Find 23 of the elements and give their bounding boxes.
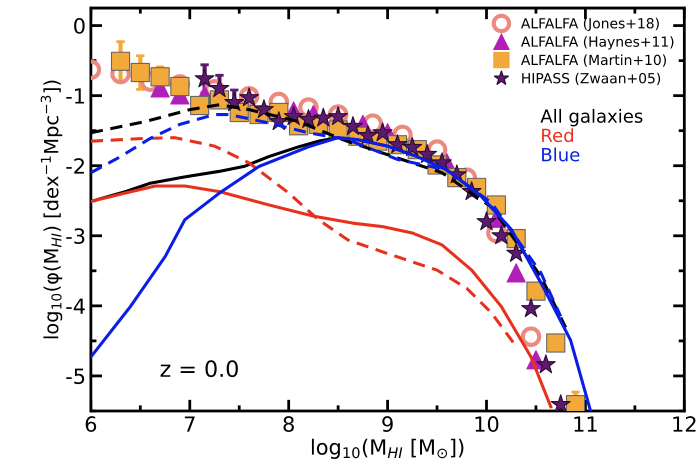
y-tick-label: -1 [66,88,84,104]
y-tick-label: -5 [66,368,84,384]
text: Red [542,128,573,142]
x-tick-label: 11 [574,416,597,432]
legend-label: ALFALFA (Martin+10) [520,54,666,67]
annotation: z = 0.0 [160,360,238,378]
x-tick-label: 10 [476,416,498,432]
y-tick-label: -3 [66,228,84,244]
x-tick-label: 8 [283,416,294,432]
x-axis-title: log$_{10}$(M$_{HI}$ [M$_{⊙}$]) [312,438,464,459]
legend-label: HIPASS (Zwaan+05) [522,72,660,86]
text: All galaxies [540,108,642,126]
x-tick-label: 6 [86,416,96,432]
y-tick-label: -2 [66,158,84,174]
legend-label: ALFALFA (Jones+18) [520,18,659,32]
x-tick-label: 12 [673,416,696,432]
y-tick-label: 0 [74,18,85,34]
text: log$_{10}$(φ(M$_{HI}$) [dex$^{−1}$Mpc$^{−3}$]) [40,80,62,338]
x-tick-label: 7 [184,416,195,432]
legend-label: ALFALFA (Haynes+11) [520,36,674,50]
y-tick-label: -4 [66,298,85,314]
text: Blue [542,147,580,162]
x-tick-label: 9 [382,416,393,432]
